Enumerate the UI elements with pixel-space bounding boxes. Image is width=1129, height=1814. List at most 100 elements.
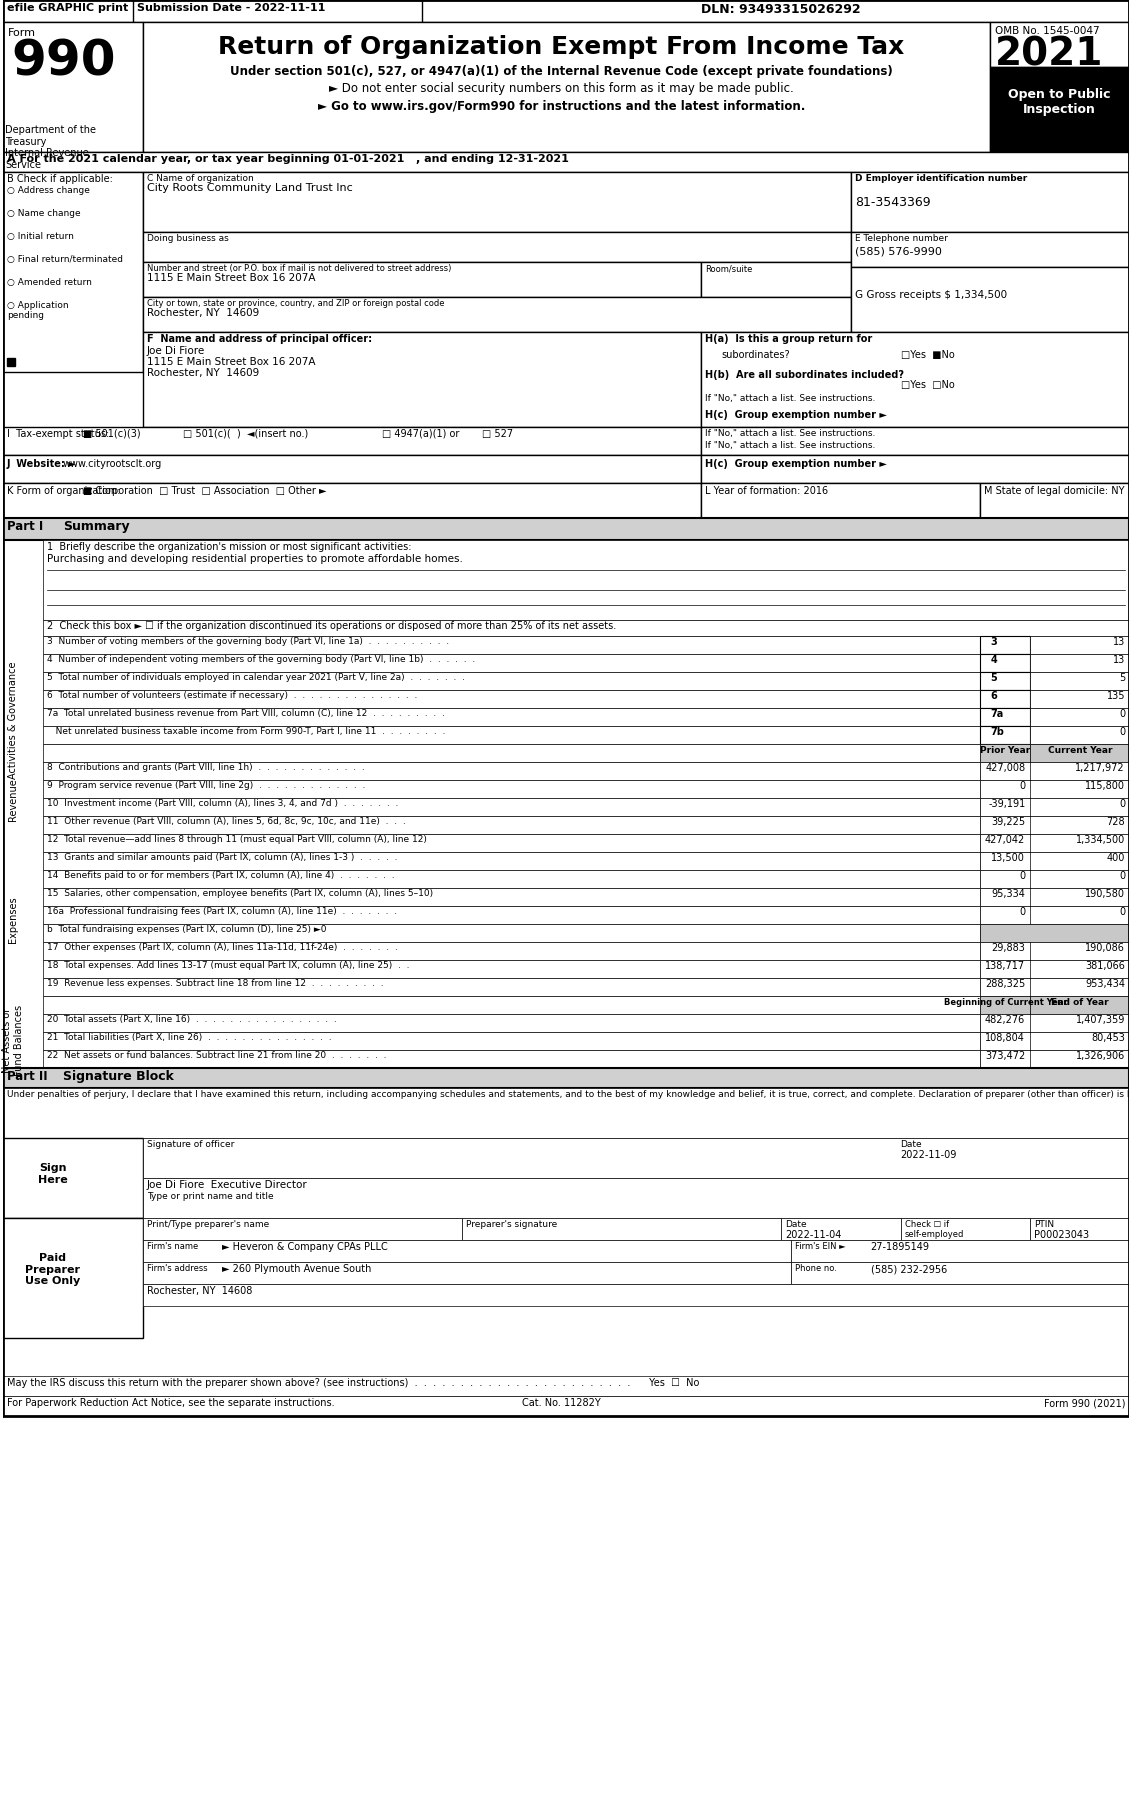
Bar [980,707,1031,726]
Text: 4: 4 [990,655,997,666]
Text: 0: 0 [1019,907,1025,918]
Text: Sign
Here: Sign Here [38,1163,68,1185]
Text: Under penalties of perjury, I declare that I have examined this return, includin: Under penalties of perjury, I declare th… [7,1090,1129,1099]
Text: 2022-11-04: 2022-11-04 [785,1230,841,1241]
Bar [3,1377,1129,1397]
Text: -39,191: -39,191 [988,798,1025,809]
Bar [43,726,980,744]
Text: 6  Total number of volunteers (estimate if necessary)  .  .  .  .  .  .  .  .  .: 6 Total number of volunteers (estimate i… [47,691,418,700]
Bar [462,1217,781,1241]
Bar [142,1217,462,1241]
Text: 2022-11-09: 2022-11-09 [901,1150,957,1159]
Bar [781,1217,901,1241]
Bar [7,357,15,366]
Text: Firm's address: Firm's address [147,1264,208,1273]
Bar [1031,689,1129,707]
Bar [980,726,1031,744]
Bar [980,923,1129,941]
Text: Rochester, NY  14608: Rochester, NY 14608 [147,1286,252,1295]
Bar [980,1014,1129,1032]
Text: □ 501(c)(  )  ◄(insert no.): □ 501(c)( ) ◄(insert no.) [183,428,308,439]
Text: H(a)  Is this a group return for: H(a) Is this a group return for [706,334,873,345]
Text: 13,500: 13,500 [991,853,1025,863]
Text: 17  Other expenses (Part IX, column (A), lines 11a-11d, 11f-24e)  .  .  .  .  . : 17 Other expenses (Part IX, column (A), … [47,943,397,952]
Text: ► Do not enter social security numbers on this form as it may be made public.: ► Do not enter social security numbers o… [330,82,794,94]
Text: 0: 0 [1119,907,1124,918]
Bar [3,483,701,519]
Text: efile GRAPHIC print: efile GRAPHIC print [7,4,129,13]
Text: Net unrelated business taxable income from Form 990-T, Part I, line 11  .  .  . : Net unrelated business taxable income fr… [47,727,445,736]
Bar [43,689,980,707]
Text: 39,225: 39,225 [991,816,1025,827]
Text: 4  Number of independent voting members of the governing body (Part VI, line 1b): 4 Number of independent voting members o… [47,655,475,664]
Text: Cat. No. 11282Y: Cat. No. 11282Y [522,1399,601,1408]
Text: 22  Net assets or fund balances. Subtract line 21 from line 20  .  .  .  .  .  .: 22 Net assets or fund balances. Subtract… [47,1050,386,1059]
Bar [43,541,1129,620]
Bar [43,871,980,889]
Bar [43,1014,980,1032]
Text: 0: 0 [1119,798,1124,809]
Bar [43,798,980,816]
Text: 27-1895149: 27-1895149 [870,1243,929,1252]
Bar [1031,1217,1129,1241]
Text: 1,217,972: 1,217,972 [1076,764,1124,773]
Text: □ 4947(a)(1) or: □ 4947(a)(1) or [382,428,460,439]
Text: 381,066: 381,066 [1085,961,1124,970]
Bar [142,1284,1129,1306]
Text: Rochester, NY  14609: Rochester, NY 14609 [147,368,259,377]
Text: Date: Date [785,1221,806,1230]
Text: E Telephone number: E Telephone number [855,234,947,243]
Bar [43,1050,980,1068]
Bar [43,941,980,960]
Bar [990,22,1129,67]
Text: 9  Program service revenue (Part VIII, line 2g)  .  .  .  .  .  .  .  .  .  .  .: 9 Program service revenue (Part VIII, li… [47,782,366,791]
Bar [142,1177,1129,1217]
Text: ► Heveron & Company CPAs PLLC: ► Heveron & Company CPAs PLLC [222,1243,388,1252]
Text: ○ Name change: ○ Name change [7,209,80,218]
Bar [1031,655,1129,671]
Text: 0: 0 [1119,727,1124,736]
Bar [980,1050,1129,1068]
Text: 11  Other revenue (Part VIII, column (A), lines 5, 6d, 8c, 9c, 10c, and 11e)  . : 11 Other revenue (Part VIII, column (A),… [47,816,405,825]
Text: Firm's name: Firm's name [147,1243,198,1252]
Text: H(c)  Group exemption number ►: H(c) Group exemption number ► [706,459,887,470]
Bar [980,637,1031,655]
Text: (585) 576-9990: (585) 576-9990 [855,247,942,256]
Bar [43,1032,980,1050]
Bar [701,426,1129,455]
Text: 95,334: 95,334 [991,889,1025,900]
Text: 115,800: 115,800 [1085,782,1124,791]
Text: Open to Public
Inspection: Open to Public Inspection [1008,89,1111,116]
Text: 2  Check this box ► ☐ if the organization discontinued its operations or dispose: 2 Check this box ► ☐ if the organization… [47,620,616,631]
Text: 427,008: 427,008 [986,764,1025,773]
Bar [1031,637,1129,655]
Bar [43,780,980,798]
Text: 0: 0 [1119,871,1124,882]
Bar [142,1137,1129,1177]
Bar [142,332,701,426]
Text: Room/suite: Room/suite [706,265,753,272]
Bar [43,816,980,834]
Text: H(b)  Are all subordinates included?: H(b) Are all subordinates included? [706,370,904,379]
Bar [43,671,980,689]
Text: Preparer's signature: Preparer's signature [466,1221,557,1230]
Bar [701,483,980,519]
Text: Joe Di Fiore: Joe Di Fiore [147,346,204,356]
Text: Submission Date - 2022-11-11: Submission Date - 2022-11-11 [137,4,325,13]
Text: 14  Benefits paid to or for members (Part IX, column (A), line 4)  .  .  .  .  .: 14 Benefits paid to or for members (Part… [47,871,394,880]
Bar [43,889,980,905]
Bar [980,483,1129,519]
Text: 190,086: 190,086 [1085,943,1124,952]
Text: 0: 0 [1119,709,1124,718]
Text: 990: 990 [11,38,115,85]
Bar [1031,996,1129,1014]
Text: G Gross receipts $ 1,334,500: G Gross receipts $ 1,334,500 [855,290,1007,299]
Text: b  Total fundraising expenses (Part IX, column (D), line 25) ►0: b Total fundraising expenses (Part IX, c… [47,925,326,934]
Text: 1,326,906: 1,326,906 [1076,1050,1124,1061]
Text: 5: 5 [990,673,997,684]
Bar [3,519,1129,541]
Text: subordinates?: subordinates? [721,350,789,359]
Text: 482,276: 482,276 [984,1016,1025,1025]
Bar [43,960,980,978]
Text: Signature of officer: Signature of officer [147,1139,234,1148]
